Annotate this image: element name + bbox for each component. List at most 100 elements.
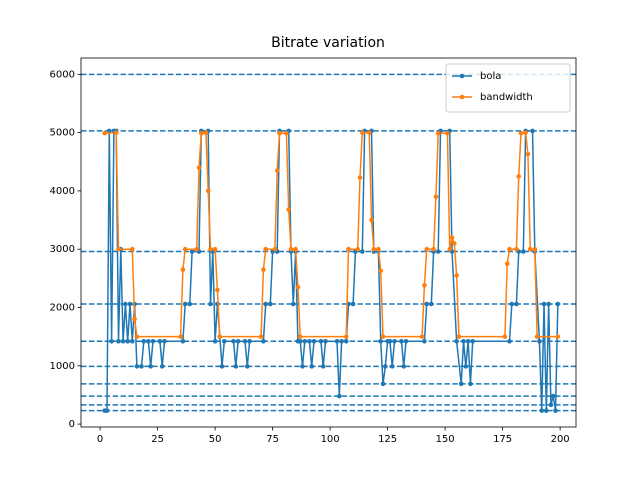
data-point [537, 339, 542, 344]
data-point [302, 339, 308, 344]
data-point [125, 339, 130, 344]
data-point [263, 246, 269, 252]
data-point [180, 339, 186, 344]
data-point [454, 273, 459, 278]
data-point [502, 334, 508, 339]
data-point [507, 339, 512, 344]
data-point [134, 334, 140, 339]
y-tick-label: 0 [69, 419, 75, 430]
data-point [360, 249, 365, 254]
data-point [504, 261, 510, 267]
data-point [527, 246, 533, 252]
data-point [129, 339, 135, 344]
data-point [263, 301, 269, 307]
data-point [157, 339, 163, 344]
plot-area [81, 73, 576, 413]
data-point [392, 339, 397, 344]
data-point [422, 283, 427, 288]
data-point [346, 246, 351, 252]
data-point [525, 151, 531, 157]
data-point [318, 339, 324, 344]
data-point [509, 301, 515, 307]
data-point [123, 301, 128, 307]
data-point [429, 301, 434, 307]
data-point [357, 175, 363, 180]
data-point [463, 364, 469, 369]
data-point [553, 408, 558, 413]
data-point [222, 339, 227, 344]
data-point [215, 287, 220, 293]
data-point [162, 339, 167, 344]
data-point [465, 339, 471, 344]
data-point [208, 246, 213, 252]
y-tick-label: 4000 [50, 186, 75, 197]
data-point [297, 334, 303, 339]
x-tick-label: 50 [209, 434, 222, 445]
data-point [380, 381, 386, 387]
data-point [458, 381, 464, 387]
data-point [433, 194, 439, 200]
data-point [419, 334, 425, 339]
data-point [456, 334, 462, 339]
data-point [320, 364, 326, 369]
data-point [376, 246, 381, 252]
data-point [431, 246, 436, 252]
data-point [106, 128, 112, 134]
data-point [116, 246, 121, 252]
data-point [300, 364, 305, 369]
data-point [403, 339, 409, 344]
data-point [247, 339, 252, 344]
data-point [139, 364, 144, 369]
x-tick-label: 125 [378, 434, 397, 445]
data-point [337, 393, 342, 399]
y-tick-label: 6000 [50, 69, 75, 80]
data-point [189, 249, 195, 254]
data-point [435, 249, 441, 254]
data-point [461, 339, 466, 344]
data-point [104, 408, 110, 413]
data-point [550, 393, 556, 399]
data-point [286, 207, 292, 212]
data-point [521, 249, 526, 254]
legend-marker [459, 94, 465, 100]
data-point [546, 301, 551, 307]
data-point [205, 188, 211, 194]
data-point [518, 130, 524, 136]
legend-marker [459, 73, 465, 79]
data-point [532, 246, 538, 252]
data-point [284, 130, 289, 136]
data-point [242, 339, 248, 344]
legend-box [445, 63, 571, 113]
data-point [196, 165, 202, 170]
data-point [371, 246, 377, 252]
data-point [449, 235, 455, 240]
data-point [343, 334, 349, 339]
data-point [134, 364, 140, 369]
data-point [180, 267, 186, 272]
data-point [261, 267, 266, 272]
data-point [268, 301, 273, 307]
data-point [424, 301, 430, 307]
data-point [447, 246, 453, 252]
data-point [355, 246, 361, 252]
data-point [295, 284, 301, 290]
data-point [366, 130, 372, 135]
data-point [258, 334, 264, 339]
data-point [369, 217, 374, 223]
data-point [401, 364, 407, 369]
data-point [534, 334, 540, 339]
data-point [293, 246, 298, 252]
data-point [424, 246, 430, 252]
data-point [422, 339, 427, 344]
data-point [219, 364, 225, 369]
data-point [541, 301, 547, 307]
data-point [217, 334, 223, 339]
data-point [343, 339, 349, 344]
data-point [235, 339, 241, 344]
data-point [109, 339, 114, 344]
axes-frame [80, 57, 577, 428]
data-point [274, 168, 280, 173]
data-point [454, 339, 459, 344]
data-point [291, 301, 296, 307]
data-point [334, 339, 340, 344]
